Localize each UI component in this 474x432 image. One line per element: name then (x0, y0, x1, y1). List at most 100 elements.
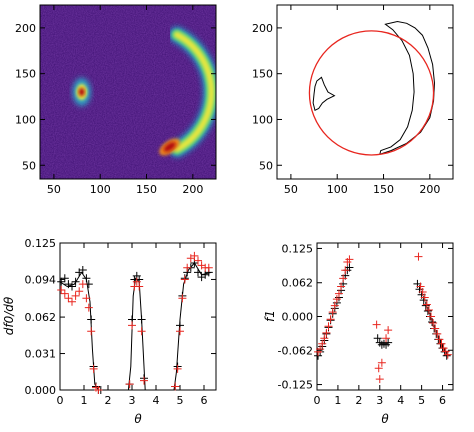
f1-xtick-label: 1 (334, 394, 341, 407)
f1-point-red (384, 326, 393, 335)
f1-point-red (318, 339, 327, 348)
f1-point-black (428, 317, 437, 326)
f1-point-red (332, 295, 341, 304)
f1-point-red (341, 266, 350, 275)
f1-point-black (421, 301, 430, 310)
f1-ytick-label: -0.062 (278, 344, 313, 357)
f1-point-red (375, 375, 384, 384)
contour-ytick-label: 200 (252, 22, 273, 35)
df0-point-black (68, 282, 76, 291)
f1-point-red (420, 293, 429, 302)
contour-xtick-label: 100 (327, 183, 348, 196)
f1-point-red (435, 335, 444, 344)
f1-point-black (345, 263, 354, 272)
map-noise (40, 5, 216, 179)
df0-ytick-label: 0.094 (25, 273, 57, 286)
df0-point-red (82, 294, 91, 303)
df0-xtick-label: 2 (105, 394, 112, 407)
map-ytick-label: 200 (15, 22, 36, 35)
contour-ytick-label: 100 (252, 113, 273, 126)
df0-point-red (135, 282, 144, 291)
contour-ytick-label: 150 (252, 68, 273, 81)
f1-xtick-label: 6 (439, 394, 446, 407)
df0-point-red (183, 263, 192, 272)
map-ytick-label: 100 (15, 113, 36, 126)
df0-point-red (125, 380, 134, 389)
f1-ylabel: f1 (263, 310, 277, 322)
f1-point-red (443, 350, 452, 359)
contour-xtick-label: 200 (419, 183, 440, 196)
df0-point-red (75, 287, 84, 296)
f1-point-red (441, 347, 450, 356)
df0-point-red (137, 327, 146, 336)
df0-point-red (194, 256, 202, 265)
df0-point-black (78, 266, 87, 275)
df0-xtick-label: 3 (129, 394, 136, 407)
panel-f1: 0 1 2 3 4 5 6 -0.125 -0.062 0.000 0.062 0.125 θ f1 (263, 242, 454, 426)
map-xtick-label: 50 (47, 183, 61, 196)
f1-point-red (437, 339, 446, 348)
df0-point-red (140, 376, 148, 385)
f1-point-red (324, 322, 333, 331)
f1-point-red (320, 334, 329, 343)
df0-xtick-label: 4 (153, 394, 160, 407)
df0-point-black (60, 274, 69, 283)
f1-point-red (322, 328, 331, 337)
df0-point-red (178, 294, 187, 303)
fit-circle (308, 30, 435, 156)
f1-point-red (427, 312, 436, 321)
df0-xtick-label: 0 (57, 394, 64, 407)
blob-peak (78, 88, 85, 96)
df0-point-red (87, 327, 96, 336)
f1-ytick-label: 0.000 (282, 311, 314, 324)
f1-xtick-label: 2 (355, 394, 362, 407)
df0-point-black (194, 268, 202, 277)
df0-point-red (180, 275, 189, 284)
f1-xtick-label: 0 (314, 394, 321, 407)
f1-point-red (328, 308, 337, 317)
f1-point-red (339, 274, 348, 283)
df0-ytick-label: 0.125 (25, 237, 57, 250)
f1-xlabel: θ (381, 412, 389, 426)
f1-point-black (384, 338, 393, 347)
df0-point-red (171, 382, 180, 391)
df0-xtick-label: 1 (81, 394, 88, 407)
f1-point-red (316, 345, 325, 354)
df0-point-red (128, 321, 136, 330)
arc-peak (163, 142, 176, 152)
df0-point-red (173, 364, 182, 373)
f1-point-red (422, 300, 431, 309)
map-xtick-label: 150 (136, 183, 157, 196)
f1-point-red (433, 329, 442, 338)
f1-point-red (414, 252, 423, 261)
contour-ytick-label: 50 (259, 159, 273, 172)
df0-xtick-label: 6 (201, 394, 208, 407)
df0-ylabel: df0/dθ (2, 296, 16, 335)
df0-point-red (71, 291, 80, 300)
panel-df0-dtheta: 0 1 2 3 4 5 6 0.000 0.031 0.062 0.094 0.125 θ df0/d… (2, 237, 217, 426)
df0-xtick-label: 5 (177, 394, 184, 407)
f1-point-black (423, 307, 432, 316)
f1-point-red (337, 282, 346, 291)
f1-xtick-label: 3 (376, 394, 383, 407)
df0-point-black (137, 315, 146, 324)
f1-point-red (345, 255, 354, 264)
f1-ytick-label: -0.125 (278, 379, 313, 392)
df0-point-red (64, 294, 73, 303)
f1-xtick-label: 4 (397, 394, 404, 407)
df0-point-black (71, 277, 80, 286)
df0-point-red (94, 386, 103, 394)
df0-point-red (57, 286, 66, 295)
arc-core (173, 31, 215, 153)
f1-point-red (431, 324, 440, 333)
df0-ytick-label: 0.062 (25, 311, 57, 324)
f1-point-red (377, 358, 386, 367)
df0-point-red (204, 263, 213, 272)
panel-image-map-frame (39, 4, 217, 180)
df0-point-red (84, 303, 93, 312)
map-ytick-label: 50 (22, 159, 36, 172)
df0-point-red (89, 364, 98, 373)
f1-point-red (372, 320, 381, 329)
panel-image-map: 50 100 150 200 50 100 150 200 (15, 4, 217, 196)
f1-point-red (418, 288, 427, 296)
